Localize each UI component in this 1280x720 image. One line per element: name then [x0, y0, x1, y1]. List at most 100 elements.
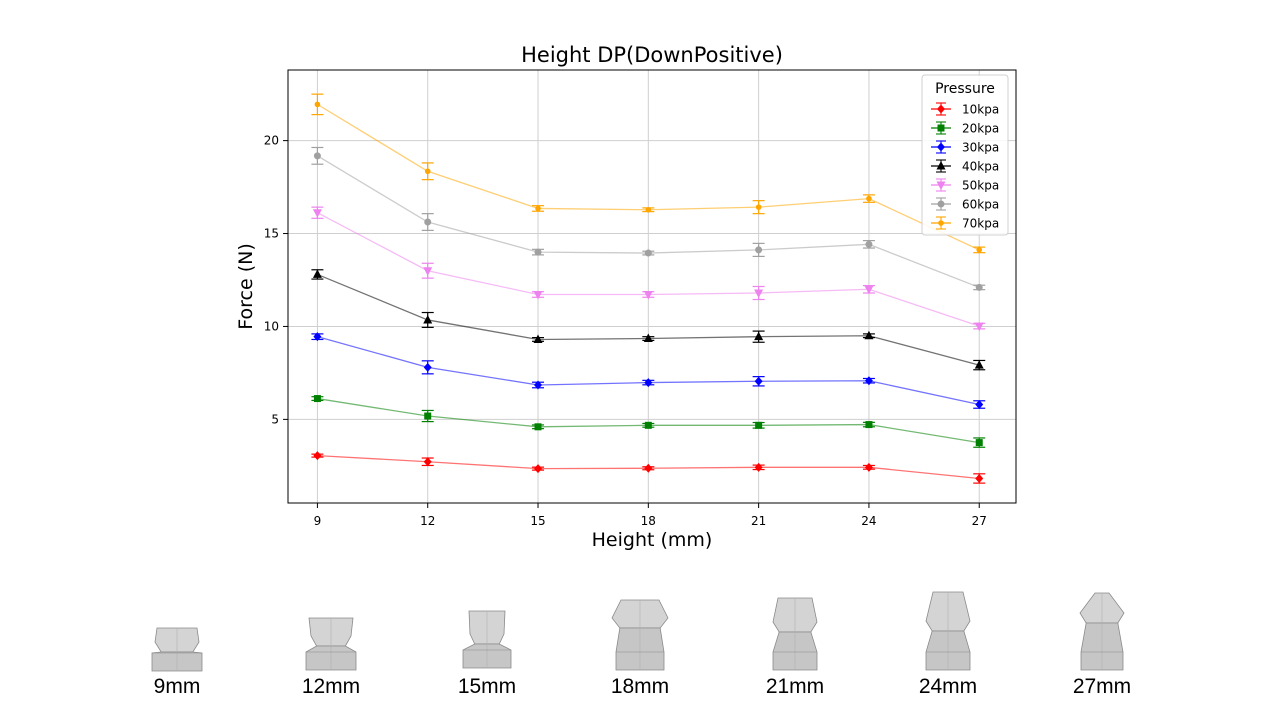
height-caption: 15mm: [457, 675, 517, 698]
data-point: [534, 423, 542, 431]
legend: Pressure 10kpa 20kpa 30kpa 40kpa 50kpa 60kpa 70…: [921, 74, 1009, 236]
data-point: [533, 334, 543, 343]
legend-label: 60kpa: [962, 198, 999, 212]
data-point: [976, 247, 983, 253]
data-point: [864, 462, 873, 472]
data-point: [423, 314, 433, 324]
data-point: [644, 463, 653, 473]
data-point: [975, 439, 983, 447]
actuator-shape: [755, 585, 835, 675]
data-point: [314, 101, 321, 108]
legend-marker: [936, 181, 946, 190]
data-point: [975, 283, 983, 291]
actuator-shape: [137, 585, 217, 675]
y-tick-label: 5: [271, 412, 279, 426]
data-point: [644, 249, 652, 257]
data-point: [424, 412, 432, 420]
actuator-drawing: [772, 597, 818, 671]
data-point: [312, 209, 322, 218]
legend-label: 70kpa: [962, 217, 999, 231]
chart-title: Height DP(DownPositive): [521, 43, 783, 67]
legend-label: 40kpa: [962, 160, 999, 174]
data-point: [974, 360, 984, 369]
data-point: [864, 376, 873, 386]
data-point: [865, 421, 873, 429]
actuator-shape: [908, 585, 988, 675]
x-tick-label: 15: [530, 514, 545, 528]
actuator-drawing: [1079, 592, 1125, 671]
height-caption: 27mm: [1072, 675, 1132, 698]
x-tick-label: 12: [420, 514, 435, 528]
series-60kpa: [311, 146, 986, 291]
height-caption: 18mm: [610, 675, 670, 698]
data-point: [313, 395, 321, 403]
legend-label: 50kpa: [962, 179, 999, 193]
data-point: [755, 421, 763, 429]
series-50kpa: [311, 206, 986, 332]
data-point: [534, 380, 543, 390]
data-point: [424, 218, 432, 226]
data-point: [644, 421, 652, 429]
y-tick-label: 20: [264, 134, 279, 148]
series-30kpa: [311, 332, 986, 410]
x-tick-label: 18: [641, 514, 656, 528]
actuator-shape: [600, 585, 680, 675]
data-point: [533, 290, 543, 300]
plot-frame: [287, 69, 1017, 504]
data-point: [423, 457, 432, 467]
data-point: [424, 168, 431, 175]
data-point: [975, 400, 984, 410]
actuator-shape: [1062, 585, 1142, 675]
data-point: [312, 269, 322, 278]
series-40kpa: [311, 269, 986, 371]
legend-label: 30kpa: [962, 141, 999, 155]
actuator-drawing: [462, 610, 512, 669]
x-axis-label: Height (mm): [592, 529, 713, 551]
data-point: [755, 246, 763, 254]
legend-marker: [937, 142, 945, 152]
data-point: [313, 451, 322, 461]
data-point: [313, 152, 321, 160]
x-tick-label: 21: [751, 514, 766, 528]
legend-label: 20kpa: [962, 122, 999, 136]
data-point: [974, 322, 984, 332]
legend-marker: [938, 220, 944, 226]
data-point: [534, 248, 542, 256]
data-point: [864, 285, 874, 295]
y-axis-label: Force (N): [235, 243, 257, 329]
data-point: [754, 289, 764, 299]
series-70kpa: [311, 93, 986, 254]
data-point: [866, 195, 872, 202]
x-tick-label: 24: [861, 514, 876, 528]
legend-marker: [937, 104, 945, 114]
height-caption: 12mm: [301, 675, 361, 698]
data-point: [643, 333, 653, 343]
legend-marker: [936, 161, 946, 170]
grid: [288, 70, 1016, 503]
y-tick-label: 10: [264, 319, 279, 333]
actuator-drawing: [611, 599, 669, 671]
data-point: [754, 331, 764, 341]
actuator-shape: [447, 585, 527, 675]
data-point: [313, 332, 322, 342]
data-point: [535, 205, 541, 212]
x-tick-label: 9: [314, 514, 322, 528]
data-point: [754, 376, 763, 386]
actuator-drawing: [151, 627, 203, 672]
data-point: [755, 204, 762, 210]
legend-title: Pressure: [935, 81, 995, 97]
height-caption: 24mm: [918, 675, 978, 698]
actuator-shape: [291, 585, 371, 675]
actuator-drawing: [925, 591, 971, 671]
data-point: [423, 362, 432, 372]
legend-label: 10kpa: [962, 103, 999, 117]
legend-marker: [937, 200, 945, 208]
data-point: [644, 378, 653, 388]
height-caption: 9mm: [153, 675, 201, 698]
series-10kpa: [311, 451, 986, 484]
data-point: [423, 267, 433, 276]
data-point: [865, 240, 873, 248]
legend-marker: [937, 124, 945, 132]
height-caption: 21mm: [765, 675, 825, 698]
